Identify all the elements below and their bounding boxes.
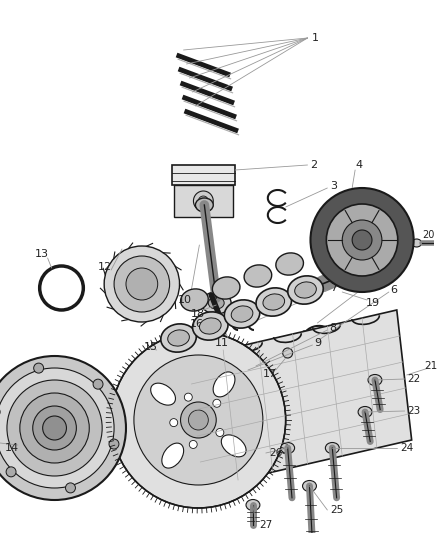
- Ellipse shape: [288, 276, 323, 304]
- Ellipse shape: [195, 198, 213, 212]
- Ellipse shape: [151, 383, 176, 405]
- Circle shape: [7, 380, 102, 476]
- Text: 16: 16: [189, 319, 203, 329]
- Text: 1: 1: [312, 33, 319, 43]
- Circle shape: [189, 440, 197, 448]
- Ellipse shape: [368, 375, 382, 385]
- Circle shape: [180, 402, 216, 438]
- Polygon shape: [188, 310, 412, 488]
- Circle shape: [126, 268, 158, 300]
- Text: 22: 22: [408, 374, 421, 384]
- Circle shape: [111, 332, 286, 508]
- Circle shape: [216, 429, 224, 437]
- Text: 2: 2: [310, 160, 317, 170]
- Ellipse shape: [221, 435, 246, 457]
- Ellipse shape: [256, 288, 292, 316]
- Text: 7: 7: [330, 283, 337, 293]
- Circle shape: [198, 196, 208, 206]
- Circle shape: [42, 416, 67, 440]
- Text: 3: 3: [330, 181, 337, 191]
- Text: 6: 6: [390, 285, 397, 295]
- Text: 25: 25: [330, 505, 343, 515]
- Circle shape: [104, 246, 180, 322]
- Text: 18: 18: [191, 309, 205, 319]
- Text: 21: 21: [424, 361, 437, 371]
- Circle shape: [66, 483, 75, 493]
- Text: 12: 12: [98, 262, 112, 272]
- Circle shape: [109, 439, 119, 449]
- Ellipse shape: [231, 306, 253, 322]
- Text: 8: 8: [330, 323, 337, 333]
- Circle shape: [326, 204, 398, 276]
- Ellipse shape: [263, 294, 285, 310]
- Circle shape: [134, 355, 263, 485]
- Circle shape: [114, 256, 170, 312]
- Ellipse shape: [244, 265, 272, 287]
- Ellipse shape: [325, 442, 339, 454]
- Circle shape: [352, 230, 372, 250]
- Circle shape: [194, 191, 213, 211]
- Circle shape: [170, 418, 178, 426]
- Ellipse shape: [246, 499, 260, 511]
- Circle shape: [33, 406, 76, 450]
- Ellipse shape: [412, 239, 422, 247]
- Circle shape: [34, 363, 44, 373]
- Ellipse shape: [276, 253, 304, 275]
- Circle shape: [283, 348, 293, 358]
- Ellipse shape: [180, 289, 208, 311]
- Ellipse shape: [212, 277, 240, 299]
- Circle shape: [184, 393, 192, 401]
- Circle shape: [0, 368, 114, 488]
- Ellipse shape: [168, 330, 189, 346]
- Ellipse shape: [193, 312, 228, 340]
- Ellipse shape: [208, 297, 224, 309]
- Text: 17: 17: [263, 369, 277, 379]
- Ellipse shape: [303, 481, 316, 491]
- Text: 14: 14: [5, 443, 19, 453]
- Text: 13: 13: [35, 249, 49, 259]
- Circle shape: [213, 399, 221, 407]
- Text: 20: 20: [422, 230, 434, 240]
- Bar: [172, 165, 235, 185]
- Ellipse shape: [161, 324, 196, 352]
- Circle shape: [342, 220, 382, 260]
- Ellipse shape: [358, 407, 372, 417]
- Text: 24: 24: [400, 443, 413, 453]
- Text: 15: 15: [144, 342, 158, 352]
- Text: 9: 9: [314, 338, 321, 348]
- Circle shape: [6, 467, 16, 477]
- Circle shape: [0, 356, 126, 500]
- Ellipse shape: [281, 442, 295, 454]
- Ellipse shape: [162, 443, 184, 468]
- Ellipse shape: [213, 372, 235, 397]
- Text: 4: 4: [356, 160, 363, 170]
- Text: 27: 27: [259, 520, 272, 530]
- Circle shape: [188, 410, 208, 430]
- Ellipse shape: [295, 282, 316, 298]
- Circle shape: [20, 393, 89, 463]
- Circle shape: [311, 188, 413, 292]
- Ellipse shape: [201, 292, 231, 314]
- Ellipse shape: [224, 300, 260, 328]
- Ellipse shape: [199, 318, 221, 334]
- Bar: [173, 185, 233, 217]
- Circle shape: [93, 379, 103, 389]
- Text: 11: 11: [215, 338, 229, 348]
- Text: 5: 5: [389, 263, 396, 273]
- Text: 23: 23: [408, 406, 421, 416]
- Text: 26: 26: [269, 448, 282, 458]
- Text: 19: 19: [366, 298, 380, 308]
- Text: 10: 10: [177, 295, 191, 305]
